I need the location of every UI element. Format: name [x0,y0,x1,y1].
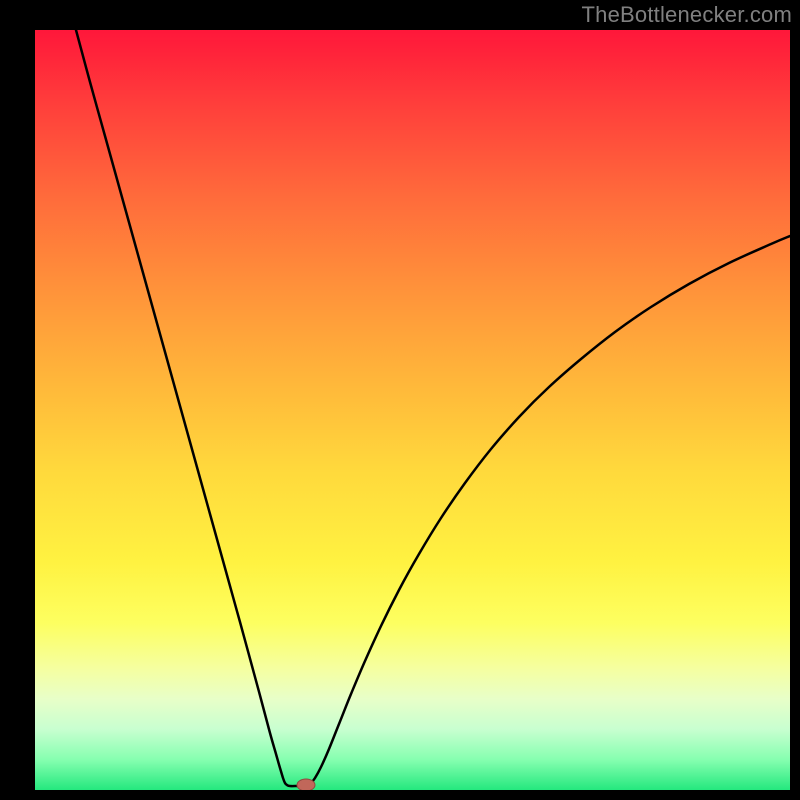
bottleneck-curve [35,30,790,790]
watermark-text: TheBottlenecker.com [582,2,792,28]
bottleneck-curve-path [76,30,790,786]
chart-container: TheBottlenecker.com [0,0,800,800]
optimal-point-marker [297,779,315,790]
